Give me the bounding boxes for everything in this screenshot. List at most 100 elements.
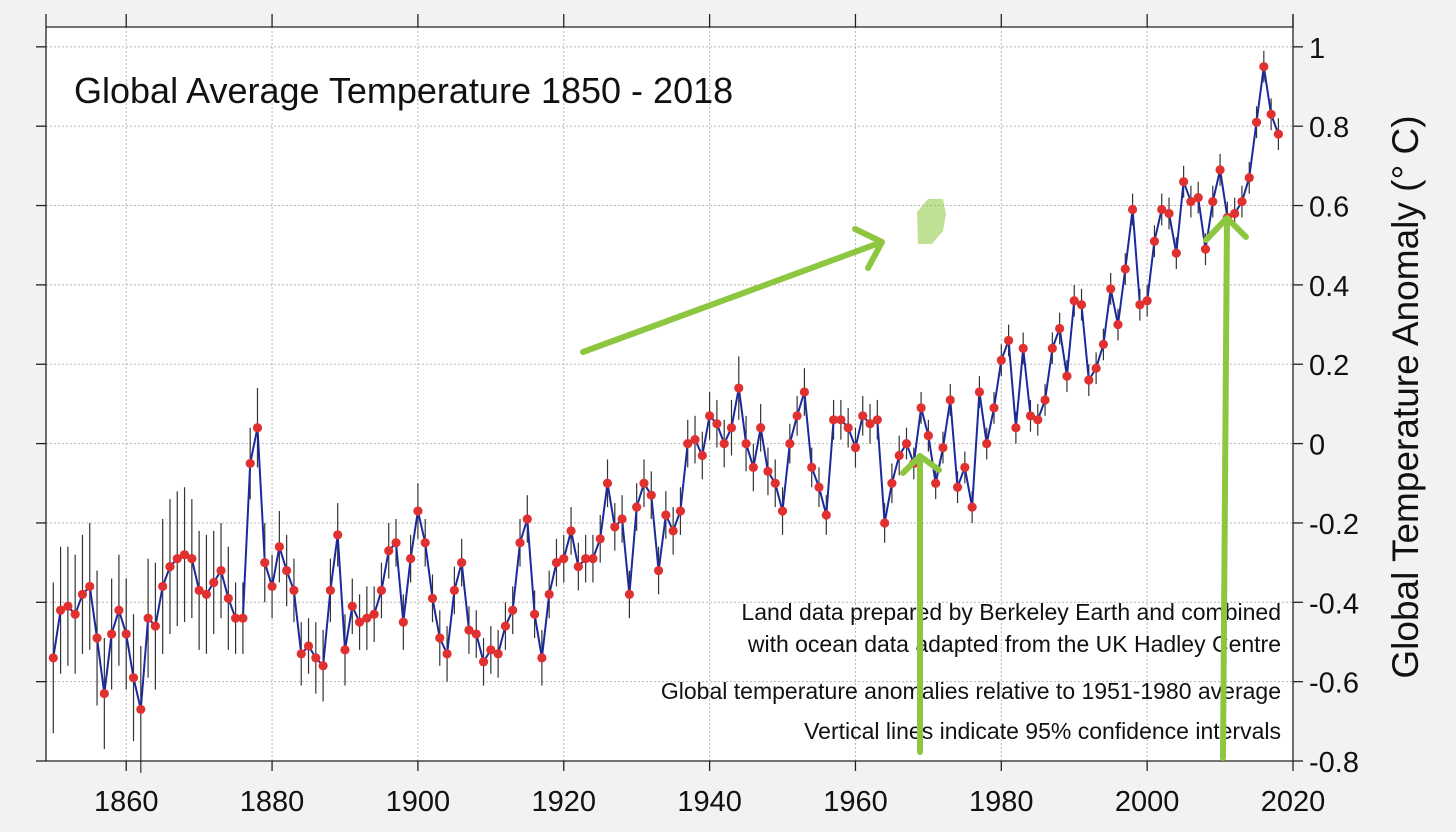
- data-point: [1164, 208, 1174, 219]
- data-point: [158, 581, 168, 592]
- data-point: [107, 629, 117, 639]
- data-point: [610, 522, 620, 532]
- data-point: [945, 395, 955, 405]
- data-point: [136, 704, 146, 715]
- data-point: [814, 482, 824, 492]
- data-point: [1259, 62, 1269, 72]
- data-point: [726, 423, 737, 433]
- data-point: [799, 387, 810, 397]
- data-point: [150, 621, 160, 631]
- data-point: [1120, 264, 1130, 274]
- data-point: [595, 534, 605, 544]
- data-point: [705, 411, 715, 421]
- data-point: [274, 542, 284, 552]
- data-point: [435, 633, 445, 643]
- vertical-arrow-2011: [1203, 215, 1249, 761]
- data-point: [1062, 371, 1072, 381]
- data-point: [982, 438, 992, 449]
- data-point: [1200, 244, 1211, 254]
- y-tick-label: 0.8: [1309, 112, 1349, 144]
- annotation-line-1: Land data prepared by Berkeley Earth and…: [741, 599, 1281, 625]
- data-point: [143, 613, 153, 623]
- data-point: [1266, 109, 1276, 119]
- data-point: [391, 538, 401, 548]
- data-point: [1113, 319, 1123, 330]
- highlight-mark: [917, 199, 946, 244]
- data-point: [1237, 196, 1247, 207]
- data-point: [880, 518, 890, 528]
- data-point: [201, 589, 212, 599]
- data-point: [238, 613, 248, 623]
- data-point: [92, 633, 102, 643]
- data-point: [347, 601, 357, 611]
- data-point: [1106, 284, 1116, 294]
- data-point: [1025, 411, 1036, 421]
- data-point: [573, 561, 583, 572]
- data-point: [792, 411, 802, 421]
- data-point: [624, 589, 634, 599]
- data-point: [646, 490, 656, 500]
- data-point: [741, 438, 751, 449]
- data-point: [748, 462, 758, 472]
- data-point: [544, 589, 554, 599]
- data-point: [581, 554, 591, 564]
- data-point: [602, 478, 613, 488]
- data-point: [529, 609, 540, 619]
- data-point: [1033, 415, 1043, 425]
- data-point: [369, 609, 379, 619]
- data-point: [282, 565, 292, 576]
- data-point: [901, 438, 912, 449]
- annotation-line-3: Global temperature anomalies relative to…: [661, 678, 1281, 704]
- data-point: [245, 458, 255, 469]
- data-point: [843, 423, 853, 433]
- data-point: [1193, 193, 1203, 203]
- data-point: [1040, 395, 1050, 405]
- y-tick-label: 0.4: [1309, 271, 1349, 303]
- data-point: [55, 605, 66, 615]
- data-point: [916, 403, 926, 413]
- data-point: [464, 625, 474, 635]
- data-point: [376, 585, 387, 595]
- diagonal-arrow: [580, 226, 885, 355]
- data-point: [48, 653, 58, 663]
- data-point: [974, 387, 985, 397]
- data-point: [231, 613, 241, 623]
- data-point: [858, 411, 868, 421]
- data-point: [1018, 343, 1028, 353]
- data-point: [311, 653, 321, 663]
- data-point: [406, 554, 416, 564]
- data-point: [493, 649, 503, 659]
- data-point: [821, 510, 831, 520]
- data-point: [668, 526, 678, 536]
- data-point: [639, 478, 649, 488]
- data-point: [1186, 196, 1196, 207]
- data-point: [1055, 323, 1065, 334]
- data-point: [522, 514, 532, 524]
- data-point: [763, 466, 773, 476]
- data-point: [1091, 363, 1101, 373]
- data-point: [398, 617, 408, 627]
- data-point: [931, 478, 941, 488]
- data-point: [128, 673, 139, 683]
- data-point: [777, 506, 788, 516]
- data-point: [1171, 248, 1181, 258]
- data-point: [354, 617, 365, 627]
- data-point: [114, 605, 124, 615]
- data-point: [1127, 204, 1138, 215]
- data-point: [661, 510, 671, 520]
- annotation-line-4: Vertical lines indicate 95% confidence i…: [804, 718, 1281, 744]
- data-point: [1244, 173, 1254, 183]
- y-tick-label: 0.2: [1309, 350, 1349, 382]
- data-point: [828, 415, 839, 425]
- data-point: [442, 649, 452, 659]
- data-point: [1251, 117, 1262, 127]
- data-point: [508, 605, 518, 615]
- data-point: [923, 431, 933, 441]
- data-point: [1230, 208, 1240, 219]
- data-point: [99, 688, 109, 699]
- data-point: [318, 661, 328, 671]
- x-tick-label: 1960: [823, 786, 888, 818]
- vertical-arrow-1970: [900, 453, 942, 755]
- x-tick-label: 1860: [94, 786, 159, 818]
- data-point: [690, 435, 700, 445]
